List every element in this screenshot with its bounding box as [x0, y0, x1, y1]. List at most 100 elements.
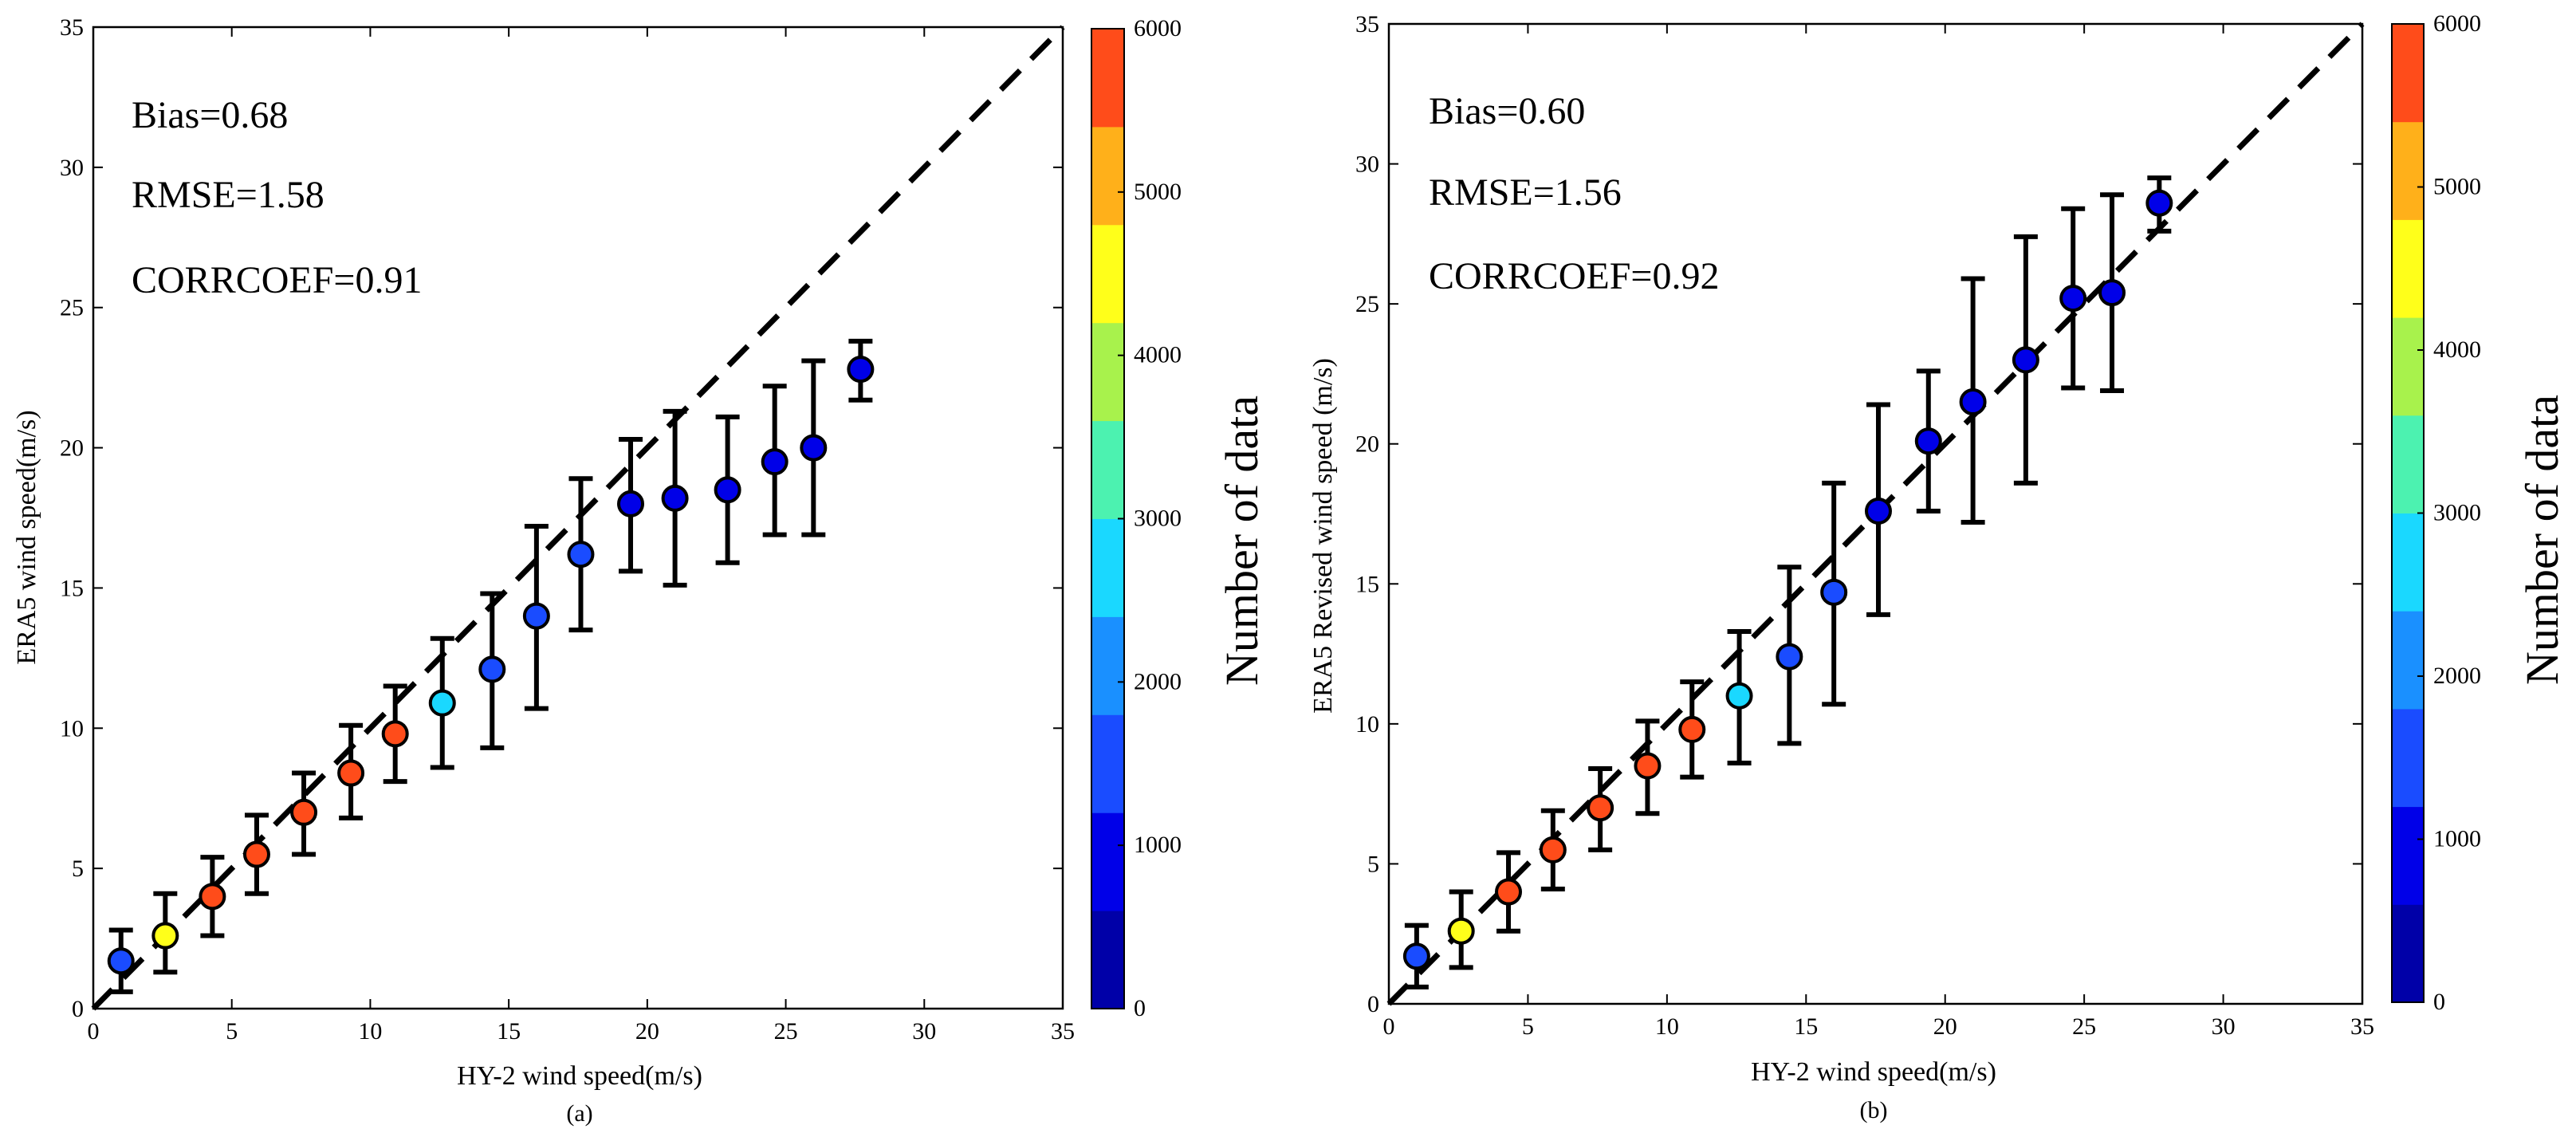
panel-b-colorbar-tick-label: 0 — [2433, 989, 2445, 1015]
panel-b-y-tick-label: 10 — [1355, 711, 1379, 738]
panel-a-corrcoef-stat: CORRCOEF=0.91 — [132, 259, 422, 301]
panel-b-colorbar-segment — [2392, 24, 2424, 123]
panel-b-x-tick-label: 15 — [1794, 1013, 1818, 1040]
panel-b-data-point — [1447, 889, 1475, 970]
panel-a-colorbar-label: Number of data — [1216, 395, 1268, 686]
panel-b-point-marker — [1776, 643, 1803, 671]
panel-b-colorbar-segment — [2392, 611, 2424, 710]
panel-b-point-marker — [1864, 497, 1892, 525]
panel-a-colorbar-segment — [1091, 518, 1124, 617]
panel-a-point-marker — [800, 434, 828, 462]
panel-a-point-marker — [714, 476, 741, 504]
panel-a-bias-stat: Bias=0.68 — [132, 94, 288, 136]
panel-a-colorbar-segment — [1091, 714, 1124, 813]
panel-a-colorbar-segment — [1091, 420, 1124, 519]
panel-a-colorbar-segment — [1091, 812, 1124, 911]
panel-a-data-point — [107, 927, 135, 994]
panel-a-y-tick-label: 0 — [72, 996, 84, 1022]
panel-b-colorbar-tick-label: 5000 — [2433, 174, 2481, 200]
panel-a-tag: (a) — [566, 1100, 592, 1127]
panel-a-data-point — [428, 635, 456, 770]
panel-b-x-tick-label: 0 — [1383, 1013, 1395, 1040]
panel-b-y-tick-label: 15 — [1355, 571, 1379, 597]
panel-a-data-point — [761, 384, 789, 537]
panel-a-x-axis-label: HY-2 wind speed(m/s) — [457, 1061, 702, 1091]
panel-a-colorbar-segment — [1091, 126, 1124, 226]
panel-b-point-marker — [1587, 794, 1614, 822]
panel-a-point-marker — [661, 484, 689, 512]
panel-a-y-tick-label: 5 — [72, 856, 84, 882]
panel-a-data-point — [714, 414, 741, 565]
panel-b-colorbar-segment — [2392, 219, 2424, 318]
panel-b-point-marker — [1634, 752, 1662, 780]
panel-b-data-point — [2059, 206, 2087, 391]
panel-b-data-point — [1820, 480, 1848, 707]
panel-b-point-marker — [2098, 279, 2126, 307]
panel-a-x-tick-label: 5 — [226, 1018, 238, 1045]
panel-b-x-tick-label: 10 — [1655, 1013, 1679, 1040]
panel-a-points — [107, 338, 875, 994]
panel-a-data-point — [800, 358, 828, 537]
panel-a-point-marker — [617, 490, 645, 517]
panel-a-point-marker — [337, 759, 365, 787]
panel-b-point-marker — [1678, 715, 1706, 743]
panel-a: 0 5 10 15 20 25 30 35 0 5 10 15 20 25 30 35 Bias=0.68 R… — [12, 14, 1268, 1127]
panel-b-points — [1402, 175, 2173, 989]
panel-b-data-point — [2012, 234, 2039, 486]
panel-b-x-tick-label: 5 — [1522, 1013, 1534, 1040]
panel-b-y-tick-label: 35 — [1355, 11, 1379, 37]
panel-a-point-marker — [199, 883, 226, 911]
panel-a-data-point — [381, 683, 409, 785]
panel-a-x-tick-label: 10 — [358, 1018, 382, 1045]
panel-a-y-axis-label: ERA5 wind speed(m/s) — [12, 410, 41, 664]
panel-a-colorbar-segment — [1091, 616, 1124, 715]
panel-b-y-axis-label: ERA5 Revised wind speed (m/s) — [1308, 358, 1338, 714]
panel-b-ticks: 0 5 10 15 20 25 30 35 0 5 10 15 20 25 30 35 — [1355, 11, 2374, 1040]
panel-a-colorbar-segment — [1091, 911, 1124, 1009]
panel-a-point-marker — [151, 922, 179, 950]
panel-b-x-tick-label: 25 — [2072, 1013, 2096, 1040]
panel-a-colorbar-tick-label: 5000 — [1134, 179, 1182, 205]
panel-a-x-tick-label: 35 — [1051, 1018, 1075, 1045]
panel-b-point-marker — [1447, 917, 1475, 945]
panel-b-x-tick-label: 30 — [2212, 1013, 2236, 1040]
panel-b-data-point — [1959, 276, 1987, 525]
panel-a-x-tick-label: 30 — [912, 1018, 936, 1045]
panel-b-point-marker — [2145, 189, 2173, 217]
panel-b-point-marker — [2059, 285, 2087, 313]
panel-a-colorbar: 0 1000 2000 3000 4000 5000 6000 — [1091, 15, 1182, 1021]
panel-b-data-point — [2098, 192, 2126, 393]
panel-a-colorbar-tick-label: 1000 — [1134, 832, 1182, 858]
panel-a-ticks: 0 5 10 15 20 25 30 35 0 5 10 15 20 25 30 35 — [60, 14, 1075, 1045]
panel-b-colorbar-segment — [2392, 806, 2424, 905]
panel-b-colorbar-segment — [2392, 317, 2424, 416]
panel-a-y-tick-label: 35 — [60, 14, 84, 41]
panel-a-y-tick-label: 15 — [60, 575, 84, 601]
panel-b-colorbar-tick-label: 1000 — [2433, 826, 2481, 852]
panel-b-axes-frame — [1387, 22, 2364, 1005]
panel-b-y-tick-label: 0 — [1367, 991, 1379, 1017]
panel-a-x-tick-label: 0 — [88, 1018, 100, 1045]
panel-a-colorbar-tick-label: 2000 — [1134, 668, 1182, 694]
panel-a-x-tick-label: 15 — [497, 1018, 521, 1045]
panel-a-data-point — [242, 812, 270, 896]
panel-b-colorbar-segment — [2392, 708, 2424, 808]
panel-b-colorbar: 0 1000 2000 3000 4000 5000 6000 — [2391, 10, 2481, 1015]
panel-a-data-point — [617, 437, 645, 574]
panel-b-point-marker — [2012, 346, 2039, 374]
panel-b-colorbar-label: Number of data — [2516, 395, 2568, 685]
panel-b-x-tick-label: 35 — [2350, 1013, 2374, 1040]
panel-a-point-marker — [478, 655, 506, 683]
panel-a-point-marker — [107, 947, 135, 975]
panel-a-point-marker — [567, 541, 595, 568]
panel-b-y-tick-label: 30 — [1355, 151, 1379, 178]
panel-b-colorbar-tick-label: 6000 — [2433, 10, 2481, 37]
panel-b-tag: (b) — [1860, 1097, 1888, 1123]
panel-a-y-tick-label: 20 — [60, 435, 84, 462]
panel-a-data-point — [199, 855, 226, 938]
panel-a-colorbar-tick-label: 3000 — [1134, 506, 1182, 532]
panel-b-point-marker — [1539, 836, 1567, 864]
panel-b-data-point — [1539, 808, 1567, 892]
panel-a-data-point — [567, 476, 595, 633]
panel-b-corrcoef-stat: CORRCOEF=0.92 — [1429, 255, 1719, 297]
